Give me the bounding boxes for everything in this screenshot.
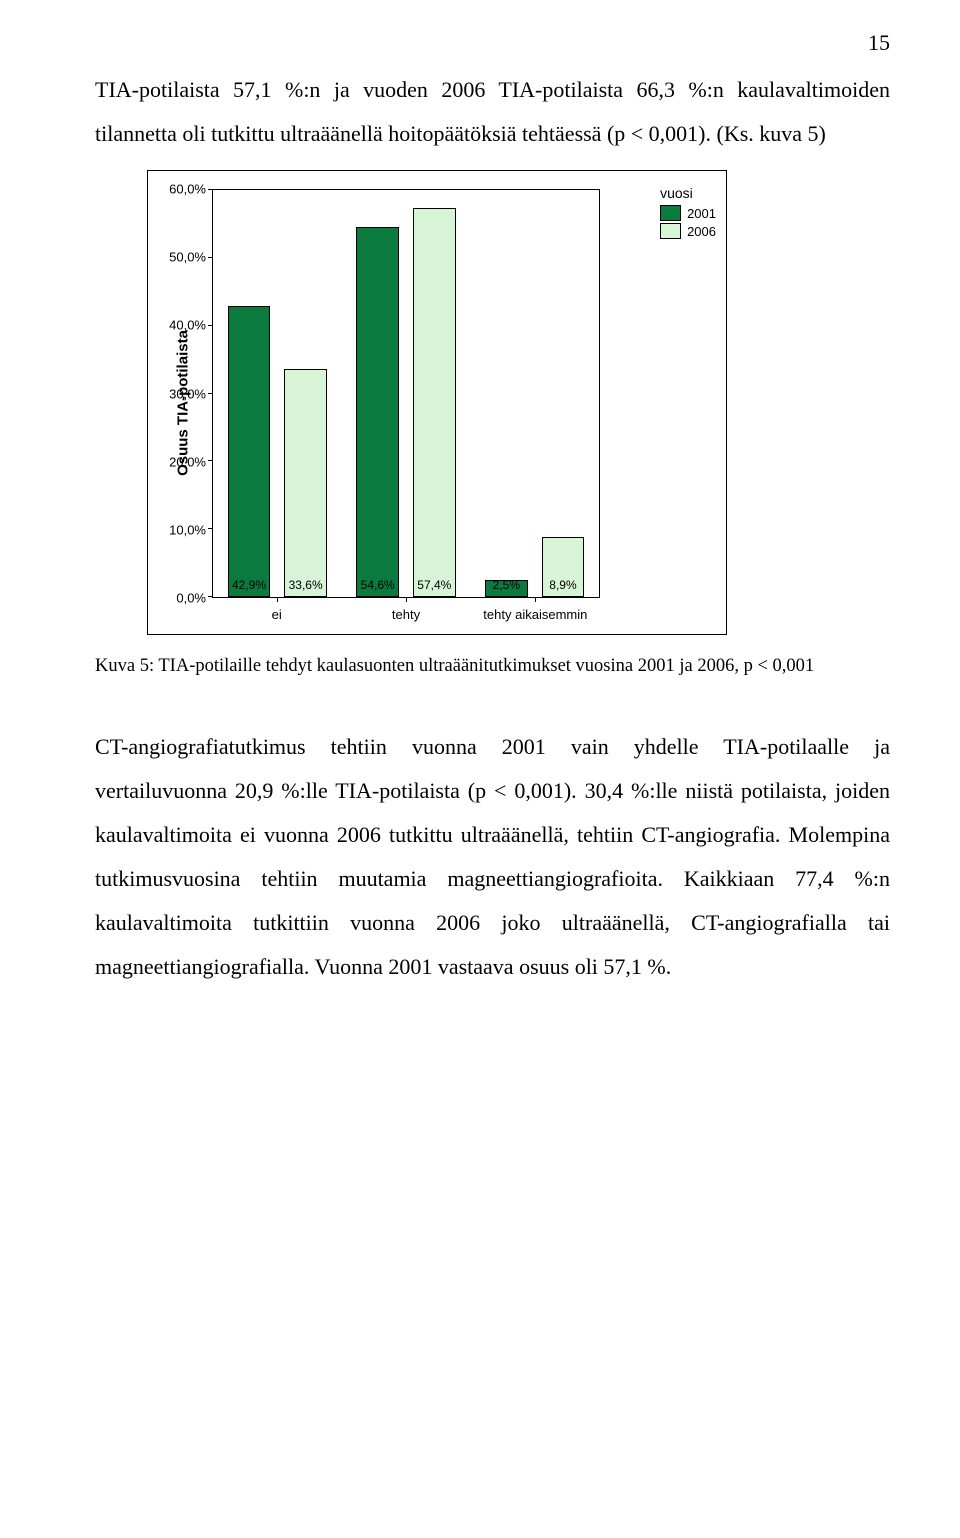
x-tick-label: tehty (392, 607, 420, 622)
bar: 54,6% (356, 227, 398, 597)
chart-figure: Osuus TIA-potilaista 0,0%10,0%20,0%30,0%… (95, 170, 890, 635)
y-tick-label: 20,0% (169, 454, 206, 469)
x-tick-label: ei (272, 607, 282, 622)
intro-paragraph: TIA-potilaista 57,1 %:n ja vuoden 2006 T… (95, 68, 890, 156)
y-tick-label: 60,0% (169, 182, 206, 197)
bar-value-label: 54,6% (361, 578, 395, 592)
y-tick-mark (208, 460, 213, 461)
bars-layer: 42,9% 33,6% 54,6% 57,4% 2,5% 8,9% (213, 190, 599, 597)
bar: 2,5% (485, 580, 527, 597)
bar-value-label: 57,4% (417, 578, 451, 592)
y-axis-ticks: 0,0%10,0%20,0%30,0%40,0%50,0%60,0% (148, 189, 212, 598)
y-tick-mark (208, 596, 213, 597)
y-tick-mark (208, 528, 213, 529)
y-tick-mark (208, 393, 213, 394)
legend-swatch (660, 223, 681, 239)
legend-items: 2001 2006 (660, 205, 716, 239)
plot-area: 42,9% 33,6% 54,6% 57,4% 2,5% 8,9% (212, 189, 600, 598)
page: 15 TIA-potilaista 57,1 %:n ja vuoden 200… (0, 0, 960, 1043)
y-tick-mark (208, 189, 213, 190)
legend-label: 2001 (687, 206, 716, 221)
y-tick-label: 0,0% (176, 591, 206, 606)
body-paragraph: CT-angiografiatutkimus tehtiin vuonna 20… (95, 725, 890, 989)
bar: 33,6% (284, 369, 326, 597)
y-tick-label: 50,0% (169, 250, 206, 265)
legend-item: 2001 (660, 205, 716, 221)
chart-frame: Osuus TIA-potilaista 0,0%10,0%20,0%30,0%… (147, 170, 727, 635)
y-tick-mark (208, 257, 213, 258)
y-tick-label: 40,0% (169, 318, 206, 333)
legend-label: 2006 (687, 224, 716, 239)
legend-title: vuosi (660, 185, 716, 201)
bar-value-label: 2,5% (493, 578, 520, 592)
x-tick-label: tehty aikaisemmin (483, 607, 587, 622)
page-number: 15 (95, 0, 890, 68)
bar: 8,9% (542, 537, 584, 597)
y-tick-label: 10,0% (169, 522, 206, 537)
figure-caption: Kuva 5: TIA-potilaille tehdyt kaulasuont… (95, 653, 890, 681)
x-axis-ticks: ei tehty tehty aikaisemmin (212, 598, 600, 634)
bar-value-label: 8,9% (549, 578, 576, 592)
bar: 42,9% (228, 306, 270, 597)
legend-item: 2006 (660, 223, 716, 239)
y-tick-label: 30,0% (169, 386, 206, 401)
bar: 57,4% (413, 208, 455, 597)
y-tick-mark (208, 325, 213, 326)
legend: vuosi 2001 2006 (660, 185, 716, 241)
bar-value-label: 42,9% (232, 578, 266, 592)
legend-swatch (660, 205, 681, 221)
bar-value-label: 33,6% (289, 578, 323, 592)
